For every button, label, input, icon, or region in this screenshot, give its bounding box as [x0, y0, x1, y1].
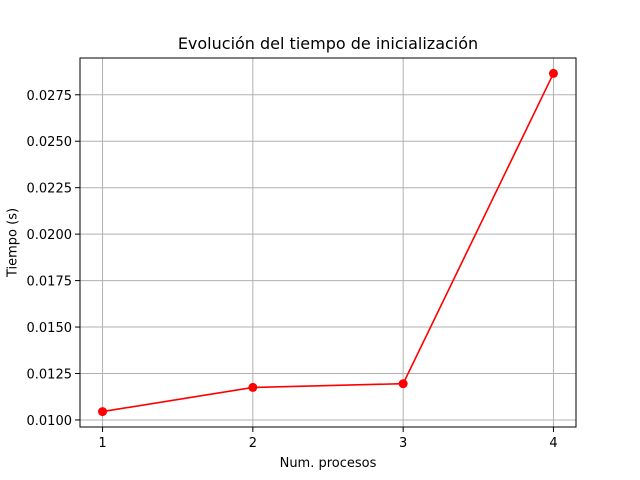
x-tick-label: 2	[249, 436, 257, 451]
data-point	[98, 407, 108, 417]
y-tick-label: 0.0125	[27, 367, 73, 382]
data-point	[398, 379, 408, 389]
y-tick-label: 0.0275	[27, 89, 73, 104]
chart-title: Evolución del tiempo de inicialización	[178, 34, 478, 53]
y-tick-label: 0.0150	[27, 321, 73, 336]
x-tick-label: 4	[549, 436, 557, 451]
y-tick-label: 0.0175	[27, 275, 73, 290]
y-tick-label: 0.0100	[27, 414, 73, 429]
y-tick-label: 0.0250	[27, 135, 73, 150]
x-axis-label: Num. procesos	[280, 456, 377, 471]
grid	[80, 58, 576, 427]
series-line	[102, 73, 555, 413]
y-axis-label: Tiempo (s)	[6, 208, 21, 278]
data-point	[548, 68, 558, 78]
plot-frame	[79, 57, 577, 428]
series-layer	[98, 68, 558, 417]
data-point	[248, 382, 258, 392]
y-tick-label: 0.0200	[27, 228, 73, 243]
x-tick-label: 1	[98, 436, 106, 451]
y-ticks: 0.0100 0.0125 0.0150 0.0175 0.0200 0.0225 0.02…	[27, 89, 80, 429]
y-tick-label: 0.0225	[27, 182, 73, 197]
x-ticks: 1 2 3 4	[98, 427, 558, 451]
x-tick-label: 3	[399, 436, 407, 451]
